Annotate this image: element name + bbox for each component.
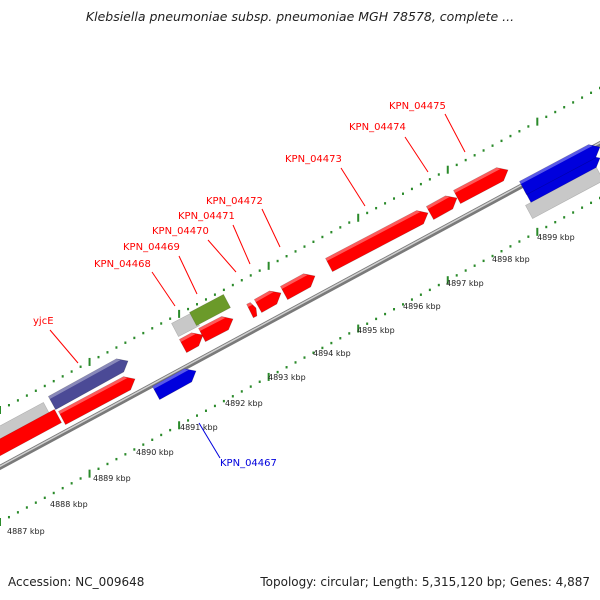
gene-label-leader [444,113,466,153]
gene-label[interactable]: KPN_04473 [285,154,342,165]
ruler-tick-label: 4892 kbp [225,399,263,408]
ruler-tick-label: 4893 kbp [268,373,306,382]
gene-labels: KPN_04468 KPN_04469 KPN_04470 KPN_04471 KPN_… [33,101,466,469]
gene-label-leader [404,136,429,173]
gene-label-leader [49,329,79,364]
ruler-tick-label: 4887 kbp [7,527,45,536]
gene-kpn-04475[interactable] [453,163,511,205]
ruler-tick-label: 4890 kbp [136,448,174,457]
ruler-tick-label: 4898 kbp [492,255,530,264]
gene-kpn-04468[interactable] [178,328,206,353]
lower-dotted-line [0,196,600,526]
gene-label[interactable]: KPN_04475 [389,101,446,112]
backbone-highlight [0,141,600,468]
gene-kpn-04471[interactable] [253,286,284,313]
ruler-tick-label: 4894 kbp [313,349,351,358]
gene-label-leader [198,422,221,459]
gene-label-leader [261,208,281,248]
gene-red-far-left[interactable] [0,408,62,458]
gene-label-leader [340,167,366,207]
map-title: Klebsiella pneumoniae subsp. pneumoniae … [85,9,515,24]
dotted-guide-lines [0,86,600,526]
gene-label[interactable]: KPN_04468 [94,259,151,270]
gene-label[interactable]: yjcE [33,316,54,327]
upper-dotted-line [0,86,600,414]
gene-label-leader [151,271,176,307]
ruler-tick-label: 4895 kbp [357,326,395,335]
gene-kpn-04474[interactable] [425,191,460,220]
position-ruler: 4887 kbp 4888 kbp 4889 kbp 4890 kbp 4891 kbp… [7,233,575,536]
gene-features[interactable] [0,140,600,458]
gene-red-yjc[interactable] [58,372,138,426]
ruler-tick-label: 4897 kbp [446,279,484,288]
gene-kpn-04470[interactable] [246,301,260,319]
gene-label-leader [178,255,198,295]
gene-yjcE[interactable] [47,354,131,410]
sequence-backbone [0,140,600,471]
gene-label-leader [207,239,237,273]
gene-kpn-04467[interactable] [151,364,199,400]
genome-summary-text: Topology: circular; Length: 5,315,120 bp… [260,575,590,589]
gene-label[interactable]: KPN_04467 [220,458,277,469]
ruler-tick-label: 4888 kbp [50,500,88,509]
gene-kpn-04472[interactable] [279,269,318,300]
gene-label[interactable]: KPN_04470 [152,226,209,237]
accession-text: Accession: NC_009648 [8,575,145,589]
gene-label-leader [232,224,251,265]
ruler-tick-label: 4891 kbp [180,423,218,432]
gene-label[interactable]: KPN_04472 [206,196,263,207]
gene-kpn-04469[interactable] [198,312,237,343]
ruler-tick-label: 4899 kbp [537,233,575,242]
ruler-tick-label: 4896 kbp [403,302,441,311]
gene-label[interactable]: KPN_04474 [349,122,406,133]
backbone-line [0,140,600,471]
gene-olive[interactable] [189,293,231,327]
gene-label[interactable]: KPN_04469 [123,242,180,253]
gene-kpn-04473[interactable] [325,206,432,273]
ruler-tick-label: 4889 kbp [93,474,131,483]
gene-blue-right[interactable] [519,140,600,196]
gene-label[interactable]: KPN_04471 [178,211,235,222]
